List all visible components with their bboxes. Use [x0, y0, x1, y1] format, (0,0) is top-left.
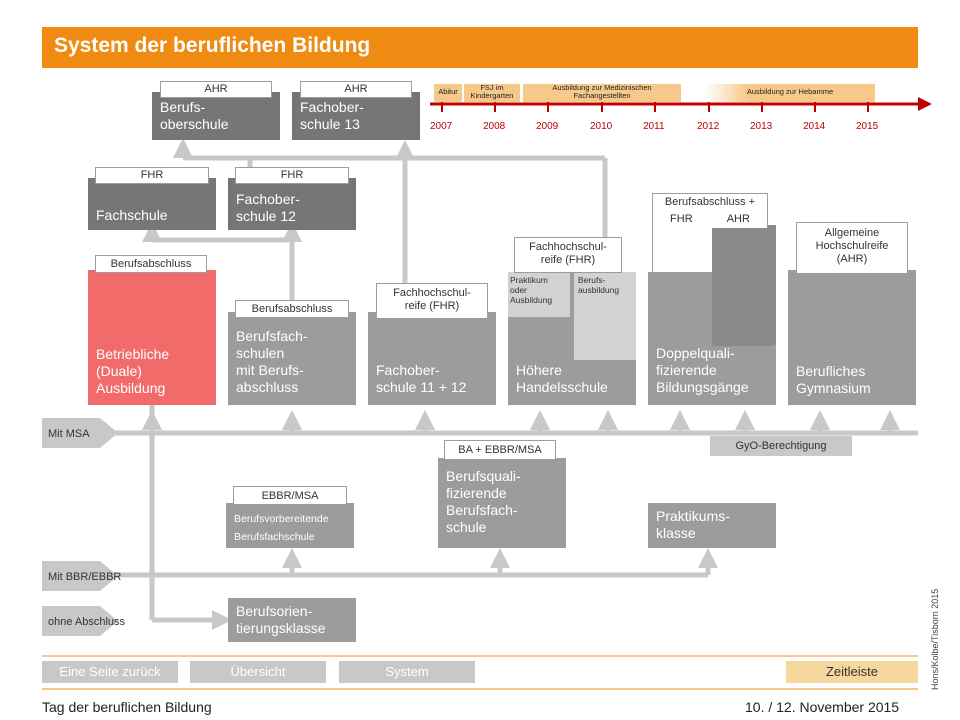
phase-hebamme: Ausbildung zur Hebamme	[705, 84, 875, 102]
page-title: System der beruflichen Bildung	[42, 27, 918, 68]
tag-fhr-fachoberschule-12: FHR	[235, 167, 349, 184]
credit-text: Hons/Kolbe/Tisborn 2015	[930, 588, 940, 690]
year-label: 2008	[483, 121, 506, 132]
phase-abitur: Abitur	[434, 84, 462, 102]
tag-fhr: FHR	[670, 213, 693, 225]
footer-date: 10. / 12. November 2015	[745, 699, 900, 715]
nav-back-button[interactable]: Eine Seite zurück	[42, 661, 178, 683]
arrow-label-ohne: ohne Abschluss	[48, 616, 126, 628]
year-label: 2013	[750, 121, 773, 132]
box-praktikumsklasse[interactable]: Praktikums- klasse	[648, 503, 776, 548]
tag-berufsabschluss-bfs: Berufsabschluss	[235, 300, 349, 318]
box-berufsqualifizierende[interactable]: Berufsquali- fizierende Berufsfach- schu…	[438, 458, 566, 548]
box-berufsfachschulen[interactable]: Berufsfach- schulen mit Berufs- abschlus…	[228, 312, 356, 405]
arrow-label-msa: Mit MSA	[48, 428, 90, 440]
year-label: 2009	[536, 121, 559, 132]
tag-fhr-fachschule: FHR	[95, 167, 209, 184]
tag-berufsabschluss-plus: Berufsabschluss +	[664, 196, 756, 208]
doppelquali-column	[712, 228, 772, 346]
box-berufsvorbereitende[interactable]: Berufsvorbereitende Berufsfachschule	[226, 503, 354, 548]
phase-mfa: Ausbildung zur Medizinischen Fachangeste…	[523, 84, 681, 102]
nav-overview-button[interactable]: Übersicht	[190, 661, 326, 683]
box-berufsorientierungsklasse[interactable]: Berufsorien- tierungsklasse	[228, 598, 356, 642]
tag-ba-ebbr-msa: BA + EBBR/MSA	[444, 440, 556, 460]
box-fachoberschule-11-12[interactable]: Fachober- schule 11 + 12	[368, 312, 496, 405]
tag-fhr-fos-11-12: Fachhochschul- reife (FHR)	[376, 283, 488, 319]
box-berufliches-gymnasium[interactable]: Berufliches Gymnasium	[788, 270, 916, 405]
nav-timeline-button[interactable]: Zeitleiste	[786, 661, 918, 683]
box-fachschule[interactable]: Fachschule	[88, 178, 216, 230]
tag-ahr-berufsoberschule: AHR	[160, 81, 272, 98]
box-fachoberschule-12[interactable]: Fachober- schule 12	[228, 178, 356, 230]
sub-berufsausbildung: Berufs- ausbildung	[574, 272, 636, 360]
year-label: 2015	[856, 121, 879, 132]
box-berufsoberschule[interactable]: Berufs- oberschule	[152, 92, 280, 140]
arrow-label-bbr: Mit BBR/EBBR	[48, 571, 122, 583]
year-label: 2012	[697, 121, 720, 132]
nav-system-button[interactable]: System	[339, 661, 475, 683]
tag-ahr-fachoberschule-13: AHR	[300, 81, 412, 98]
year-label: 2007	[430, 121, 453, 132]
year-label: 2011	[643, 121, 665, 132]
tag-ahr: AHR	[726, 213, 750, 225]
year-label: 2014	[803, 121, 826, 132]
tag-allgemeine-hochschulreife: Allgemeine Hochschulreife (AHR)	[796, 222, 908, 274]
tag-berufsabschluss-duale: Berufsabschluss	[95, 255, 207, 273]
tag-fhr-handelsschule: Fachhochschul- reife (FHR)	[514, 237, 622, 273]
box-fachoberschule-13[interactable]: Fachober- schule 13	[292, 92, 420, 140]
tag-ebbr-msa: EBBR/MSA	[233, 486, 347, 505]
year-label: 2010	[590, 121, 613, 132]
nav-divider-bottom	[42, 688, 918, 690]
nav-divider-top	[42, 655, 918, 657]
footer-event: Tag der beruflichen Bildung	[42, 699, 212, 715]
phase-fsj: FSJ im Kindergarten	[464, 84, 520, 102]
sub-praktikum: Praktikum oder Ausbildung	[508, 272, 570, 317]
gyo-berechtigung-label: GyO-Berechtigung	[710, 436, 852, 456]
box-duale-ausbildung[interactable]: Betriebliche (Duale) Ausbildung	[88, 270, 216, 405]
